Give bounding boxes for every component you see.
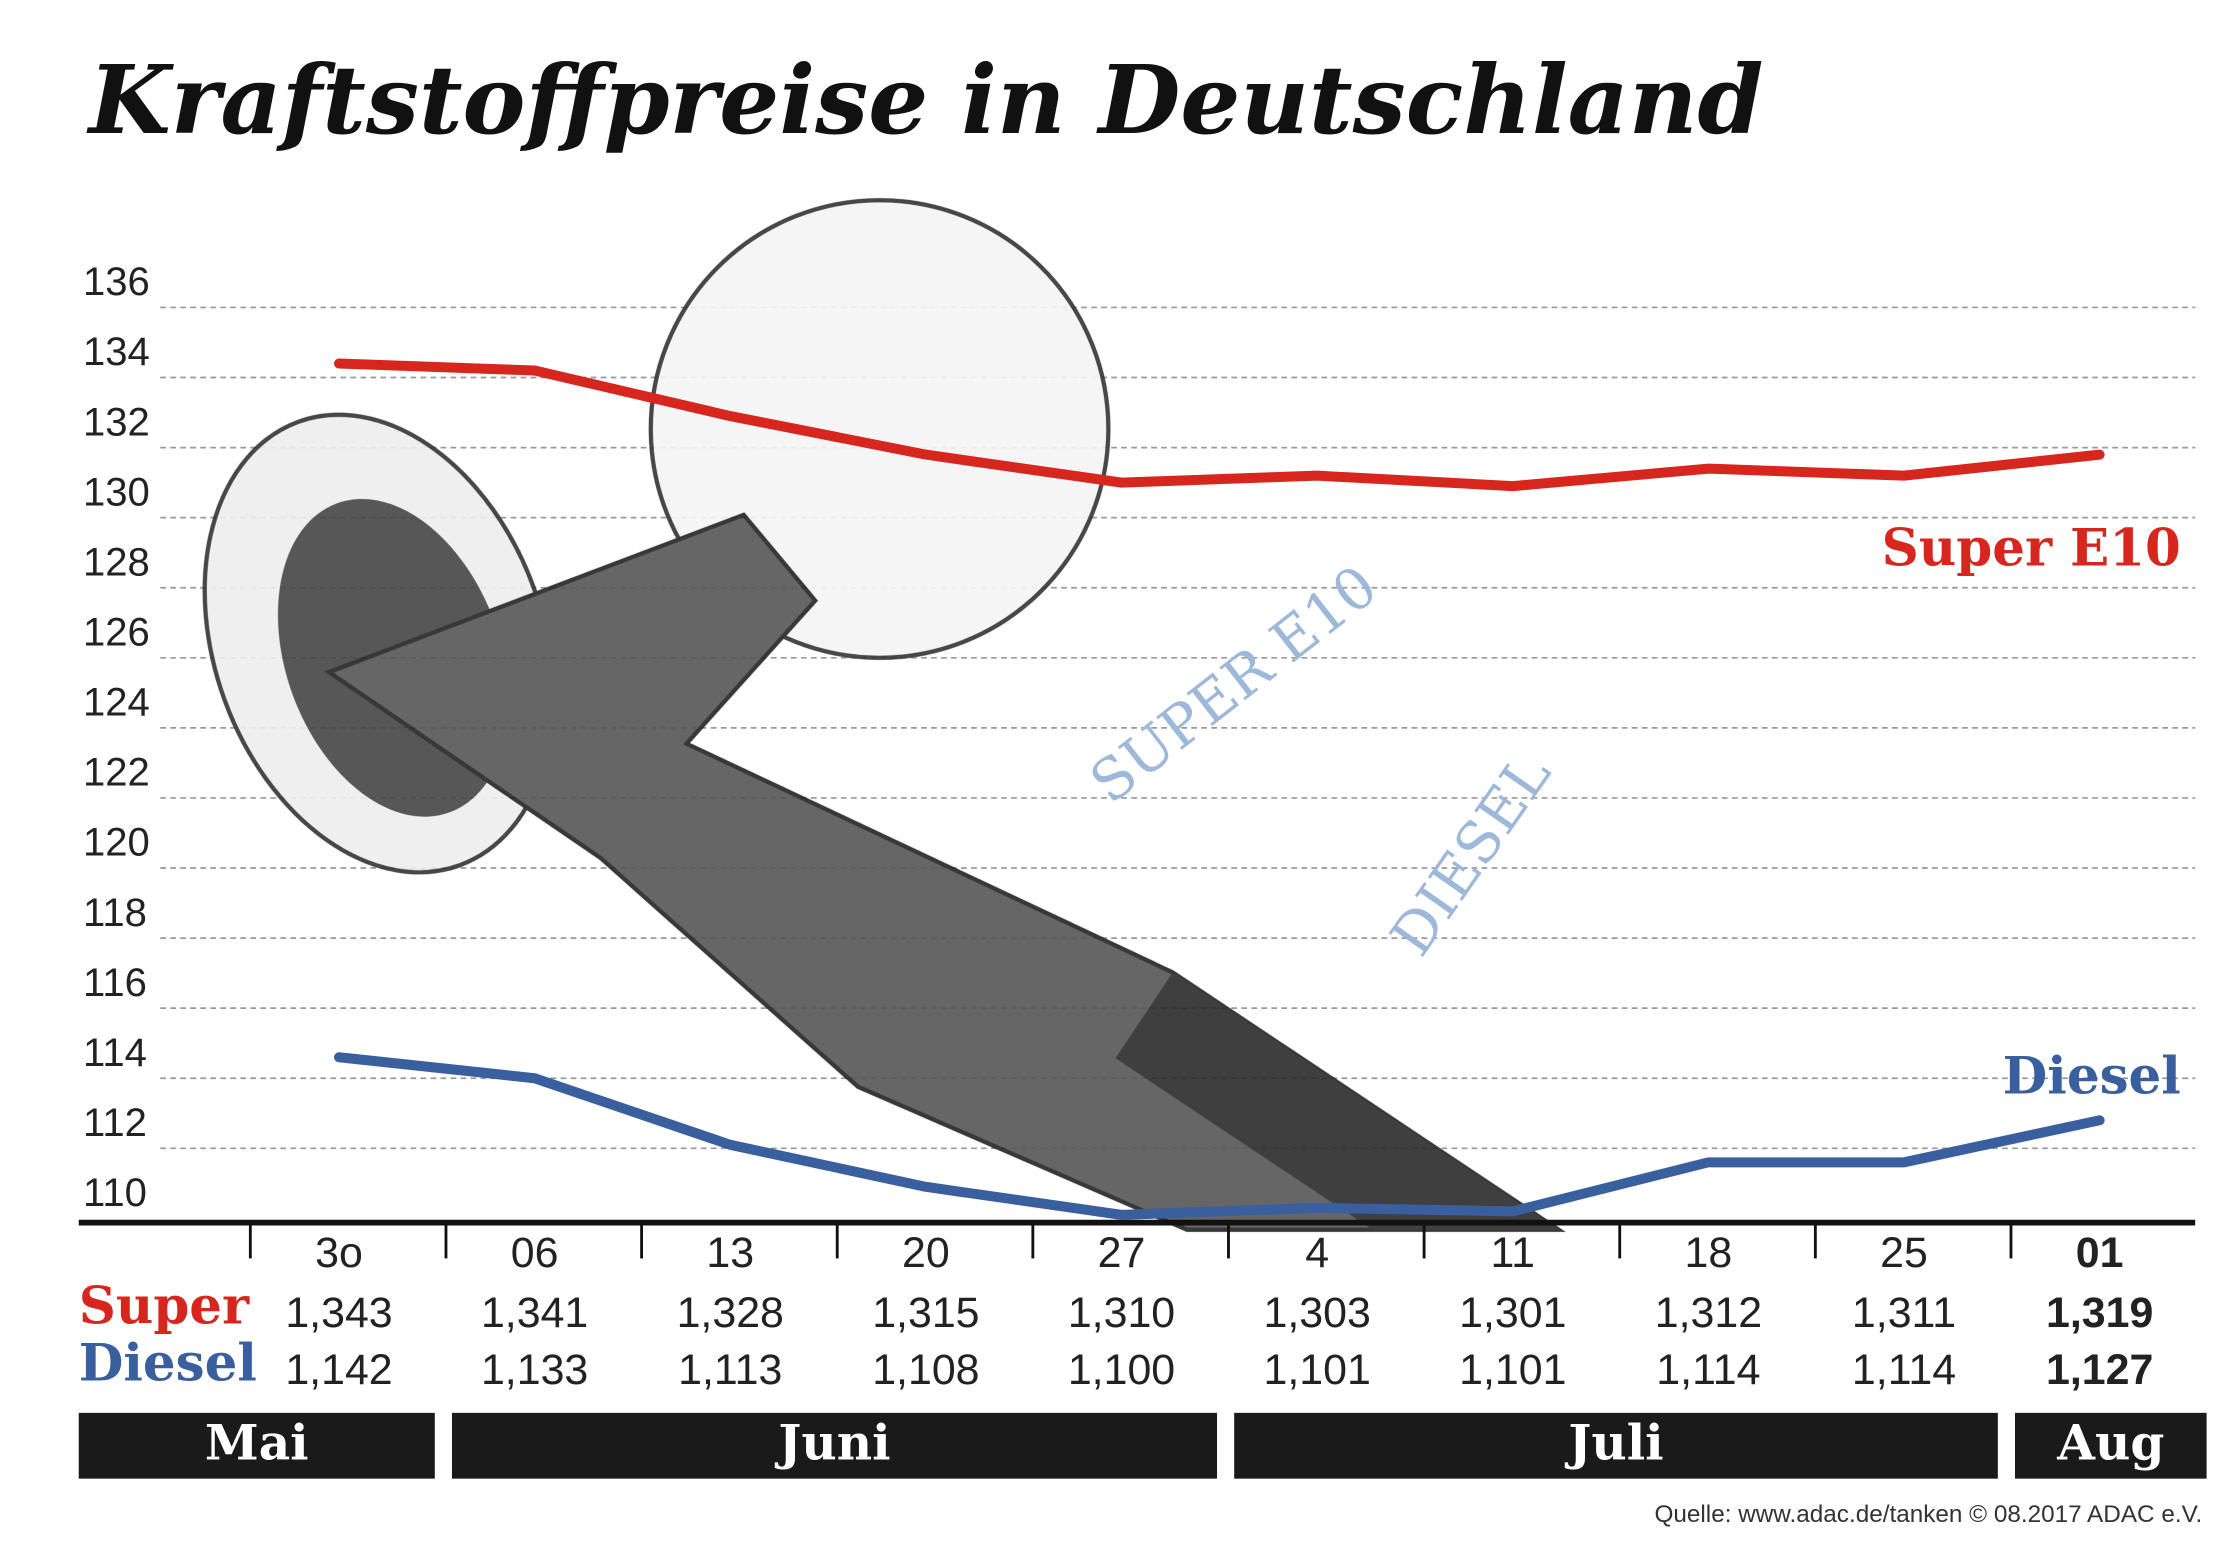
table: 3o 06 13 20 27 4 11 18 25 01 Super 1,343 1,341 1,328 1… bbox=[78, 1229, 2207, 1479]
table-value: 1,100 bbox=[1068, 1346, 1175, 1394]
table-value: 1,133 bbox=[481, 1346, 588, 1394]
y-tick-label: 116 bbox=[83, 961, 147, 1005]
y-tick-label: 120 bbox=[83, 821, 150, 865]
decor-label: DIESEL bbox=[1378, 742, 1563, 968]
grid: 110 112 114 116 118 120 122 124 126 128 130 132 134 1… bbox=[83, 260, 2196, 1215]
table-value: 1,114 bbox=[1852, 1346, 1956, 1394]
table-value: 1,343 bbox=[285, 1289, 392, 1337]
table-value: 1,101 bbox=[1263, 1346, 1370, 1394]
month-bar bbox=[78, 1412, 435, 1479]
table-value: 1,301 bbox=[1459, 1289, 1566, 1337]
decor-label: SUPER E10 bbox=[1078, 553, 1389, 816]
month-label: Juli bbox=[1564, 1415, 1663, 1472]
x-tick-label: 27 bbox=[1098, 1229, 1146, 1277]
y-tick-label: 114 bbox=[83, 1031, 147, 1075]
table-value: 1,101 bbox=[1459, 1346, 1566, 1394]
table-value: 1,341 bbox=[481, 1289, 588, 1337]
table-value: 1,142 bbox=[285, 1346, 392, 1394]
y-tick-label: 134 bbox=[83, 330, 150, 374]
x-tick-label: 4 bbox=[1305, 1229, 1329, 1277]
chart-title: Kraftstoffpreise in Deutschland bbox=[86, 45, 1764, 156]
month-bar bbox=[2014, 1412, 2207, 1479]
row-label: Super bbox=[79, 1276, 250, 1336]
table-value: 1,311 bbox=[1852, 1289, 1956, 1337]
table-value: 1,113 bbox=[678, 1346, 782, 1394]
legend-label: Diesel bbox=[2003, 1047, 2181, 1107]
x-tick-label: 3o bbox=[315, 1229, 363, 1277]
table-value: 1,114 bbox=[1656, 1346, 1760, 1394]
table-value: 1,315 bbox=[872, 1289, 979, 1337]
month-bar bbox=[1234, 1412, 1998, 1479]
y-tick-label: 110 bbox=[83, 1171, 147, 1215]
table-value: 1,303 bbox=[1263, 1289, 1370, 1337]
y-tick-label: 132 bbox=[83, 400, 150, 444]
x-tick-label: 18 bbox=[1685, 1229, 1733, 1277]
series-line bbox=[333, 1052, 2105, 1220]
table-value: 1,127 bbox=[2046, 1346, 2153, 1394]
plot: Super E10 Diesel bbox=[78, 358, 2196, 1259]
source: Quelle: www.adac.de/tanken © 08.2017 ADA… bbox=[1654, 1501, 2202, 1528]
legend-label: Super E10 bbox=[1882, 518, 2181, 578]
table-value: 1,108 bbox=[872, 1346, 979, 1394]
month-bar bbox=[451, 1412, 1218, 1479]
table-value: 1,312 bbox=[1655, 1289, 1762, 1337]
y-tick-label: 122 bbox=[83, 751, 150, 795]
table-value: 1,310 bbox=[1068, 1289, 1175, 1337]
x-tick-label: 06 bbox=[511, 1229, 559, 1277]
y-tick-label: 136 bbox=[83, 260, 150, 304]
month-label: Aug bbox=[2056, 1415, 2164, 1472]
x-tick-label: 01 bbox=[2076, 1229, 2124, 1277]
row-label: Diesel bbox=[79, 1334, 257, 1394]
y-tick-label: 126 bbox=[83, 611, 150, 655]
y-tick-label: 118 bbox=[83, 891, 147, 935]
table-value: 1,319 bbox=[2046, 1289, 2153, 1337]
x-tick-label: 25 bbox=[1880, 1229, 1928, 1277]
series-line bbox=[333, 358, 2105, 492]
table-value: 1,328 bbox=[677, 1289, 784, 1337]
month-label: Juni bbox=[774, 1415, 890, 1472]
illustration bbox=[202, 198, 1566, 1232]
x-tick-label: 11 bbox=[1490, 1229, 1535, 1277]
x-tick-label: 13 bbox=[706, 1229, 754, 1277]
y-tick-label: 124 bbox=[83, 681, 150, 725]
y-tick-label: 130 bbox=[83, 470, 150, 514]
month-label: Mai bbox=[205, 1415, 309, 1472]
y-tick-label: 128 bbox=[83, 540, 150, 584]
x-tick-label: 20 bbox=[902, 1229, 950, 1277]
y-tick-label: 112 bbox=[83, 1101, 147, 1145]
